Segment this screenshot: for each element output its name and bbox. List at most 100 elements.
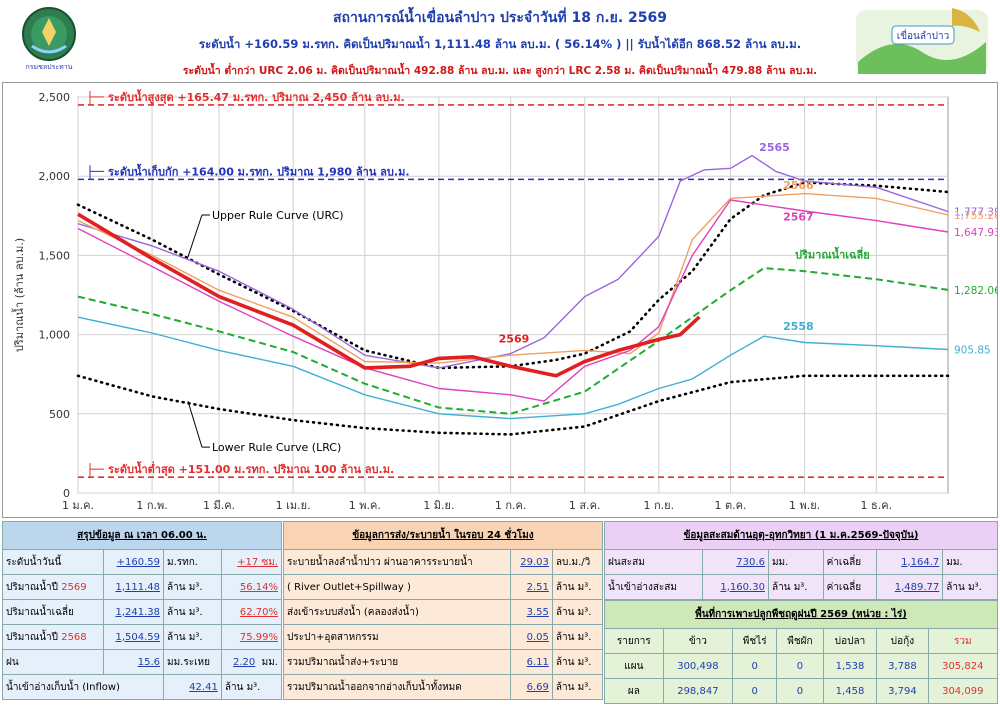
cell: 3,794 [876, 678, 929, 704]
y-tick-label: 0 [63, 487, 70, 500]
rain-value: 15.6 [103, 649, 164, 675]
unit: ล้าน ม³. [942, 574, 998, 600]
cell: 300,498 [662, 653, 734, 679]
row-label: แผน [604, 653, 664, 679]
hydro-table: ข้อมูลสะสมด้านอุตุ-อุทกวิทยา (1 ม.ค.2569… [604, 521, 998, 600]
table-row: ส่งเข้าระบบส่งน้ำ (คลองส่งน้ำ) 3.55 ล้าน ม… [283, 599, 604, 625]
inflow-label: น้ำเข้าอ่างสะสม [604, 574, 703, 600]
end-value-label: 1,755.20 [954, 210, 997, 222]
value: 0.05 [509, 624, 553, 650]
row-label: ฝน [1, 649, 105, 675]
table-row: ระดับน้ำวันนี้ +160.59 ม.รทก. +17 ซม. [1, 549, 283, 575]
cell: 3,788 [876, 653, 929, 679]
unit: ล้าน ม³. [551, 674, 604, 700]
end-value-label: 905.85 [954, 345, 991, 357]
row-label: ปริมาณน้ำเฉลี่ย [1, 599, 105, 625]
row-label: ผล [604, 678, 664, 704]
callout-line [187, 400, 203, 448]
rain-avg-value: 1,164.7 [876, 549, 944, 575]
percent-value: 56.14% [220, 574, 283, 600]
unit: ล้าน ม³. [551, 649, 604, 675]
inflow-avg-value: 1,489.77 [876, 574, 944, 600]
x-tick-label: 1 ส.ค. [569, 499, 601, 512]
row-label: ( River Outlet+Spillway ) [283, 574, 511, 600]
y-axis-label: ปริมาณน้ำ (ล้าน ลบ.ม.) [11, 238, 26, 352]
column-header: บ่อปลา [822, 628, 878, 654]
unit: ล้าน ม³. [767, 574, 824, 600]
series-line-Upper-Rule-Curve-(URC) [76, 181, 950, 370]
rule-curve-status: ระดับน้ำ ต่ำกว่า URC 2.06 ม. คิดเป็นปริม… [182, 65, 818, 77]
cell: 0 [732, 653, 778, 679]
x-tick-label: 1 ธ.ค. [861, 499, 893, 512]
x-tick-label: 1 มิ.ย. [423, 499, 454, 512]
series-label: 2565 [759, 141, 790, 154]
reservoir-chart: 0 500 1,000 1,500 2,000 2,500 1 ม.ค. 1 ก.พ. 1 มี… [11, 89, 1000, 512]
cell: 298,847 [662, 678, 734, 704]
chart-panel: 0 500 1,000 1,500 2,000 2,500 1 ม.ค. 1 ก.พ. 1 มี… [2, 82, 1000, 518]
y-tick-label: 500 [49, 408, 70, 421]
avg-label: ค่าเฉลี่ย [822, 574, 878, 600]
series-label: ปริมาณน้ำเฉลี่ย [795, 247, 870, 262]
evaporation: 2.20 มม. [220, 649, 283, 675]
y-tick-label: 2,000 [39, 170, 71, 183]
rain-value: 730.6 [701, 549, 769, 575]
y-tick-label: 2,500 [39, 91, 71, 104]
level-change: +17 ซม. [220, 549, 283, 575]
series-label: 2558 [783, 320, 814, 333]
unit: ม.รทก. [163, 549, 222, 575]
rain-label: ฝนสะสม [604, 549, 703, 575]
end-value-label: 1,777.39 [954, 206, 997, 218]
table-row: ( River Outlet+Spillway ) 2.51 ล้าน ม³. [283, 574, 604, 600]
x-tick-label: 1 ก.ย. [643, 499, 674, 512]
cell: 0 [776, 678, 824, 704]
table-row: น้ำเข้าอ่างเก็บน้ำ (Inflow) 42.41 ล้าน ม… [2, 674, 283, 700]
series-line-2567 [77, 199, 949, 402]
avg-volume-value: 1,241.38 [103, 599, 164, 625]
table-row: น้ำเข้าอ่างสะสม 1,160.30 ล้าน ม³. ค่าเฉล… [604, 574, 998, 600]
x-tick-label: 1 ก.ค. [495, 499, 527, 512]
row-label: ระบายน้ำลงลำน้ำปาว ผ่านอาคารระบายน้ำ [283, 549, 511, 575]
x-tick-label: 1 ต.ค. [715, 499, 747, 512]
cell: 1,458 [822, 678, 878, 704]
cell: 305,824 [927, 653, 999, 679]
urc-label: Upper Rule Curve (URC) [212, 209, 344, 222]
summary-title: สรุปข้อมูล ณ เวลา 06.00 น. [2, 521, 282, 550]
volume-value: 1,111.48 [103, 574, 164, 600]
logo-left-text: กรมชลประทาน [26, 63, 73, 71]
x-tick-label: 1 เม.ย. [276, 499, 311, 512]
reference-label: ระดับน้ำต่ำสุด +151.00 ม.รทก. ปริมาณ 100… [108, 461, 394, 477]
water-level-value: +160.59 [103, 549, 164, 575]
cell: 0 [776, 653, 824, 679]
row-label: รวมปริมาณน้ำส่ง+ระบาย [283, 649, 511, 675]
table-row: ปริมาณน้ำปี 2569 1,111.48 ล้าน ม³. 56.14… [1, 574, 283, 600]
row-label: ระดับน้ำวันนี้ [1, 549, 105, 575]
unit: มม. [767, 549, 824, 575]
inflow-value: 42.41 [163, 674, 222, 700]
release-table: ข้อมูลการส่ง/ระบายน้ำ ในรอบ 24 ชั่วโมง ร… [283, 521, 604, 700]
x-tick-label: 1 ก.พ. [136, 499, 167, 512]
unit: ล้าน ม³. [551, 599, 604, 625]
unit: ล้าน ม³. [163, 624, 222, 650]
column-header: ข้าว [662, 628, 734, 654]
status-line: ระดับน้ำ +160.59 ม.รทก. คิดเป็นปริมาณน้ำ… [198, 37, 802, 51]
table-row: ฝนสะสม 730.6 มม. ค่าเฉลี่ย 1,164.7 มม. [604, 549, 998, 575]
series-line-2566 [77, 192, 949, 364]
plot-area [77, 96, 949, 494]
prev-volume-value: 1,504.59 [103, 624, 164, 650]
x-tick-label: 1 พ.ย. [789, 499, 820, 512]
table-row: รวมปริมาณน้ำส่ง+ระบาย 6.11 ล้าน ม³. [283, 649, 604, 675]
series-line-2558 [77, 316, 949, 420]
table-row: รวมปริมาณน้ำออกจากอ่างเก็บน้ำทั้งหมด 6.69… [283, 674, 604, 700]
value: 2.51 [509, 574, 553, 600]
header: กรมชลประทาน สถานการณ์น้ำเขื่อนลำปาว ประจ… [0, 0, 1000, 80]
release-title: ข้อมูลการส่ง/ระบายน้ำ ในรอบ 24 ชั่วโมง [283, 521, 603, 550]
callout-line [187, 214, 203, 258]
series-line-ปริมาณน้ำเฉลี่ย [77, 267, 949, 415]
unit: มม. [942, 549, 998, 575]
logo-right-text: เขื่อนลำปาว [897, 28, 949, 42]
crops-title: พื้นที่การเพาะปลูกพืชฤดูฝนปี 2569 (หน่วย… [604, 600, 998, 629]
unit: ล้าน ม³. [220, 674, 283, 700]
table-row: ปริมาณน้ำปี 2568 1,504.59 ล้าน ม³. 75.99… [1, 624, 283, 650]
reference-label: ระดับน้ำเก็บกัก +164.00 ม.รทก. ปริมาณ 1,… [108, 163, 410, 178]
series-line-Lower-Rule-Curve-(LRC) [76, 374, 950, 436]
